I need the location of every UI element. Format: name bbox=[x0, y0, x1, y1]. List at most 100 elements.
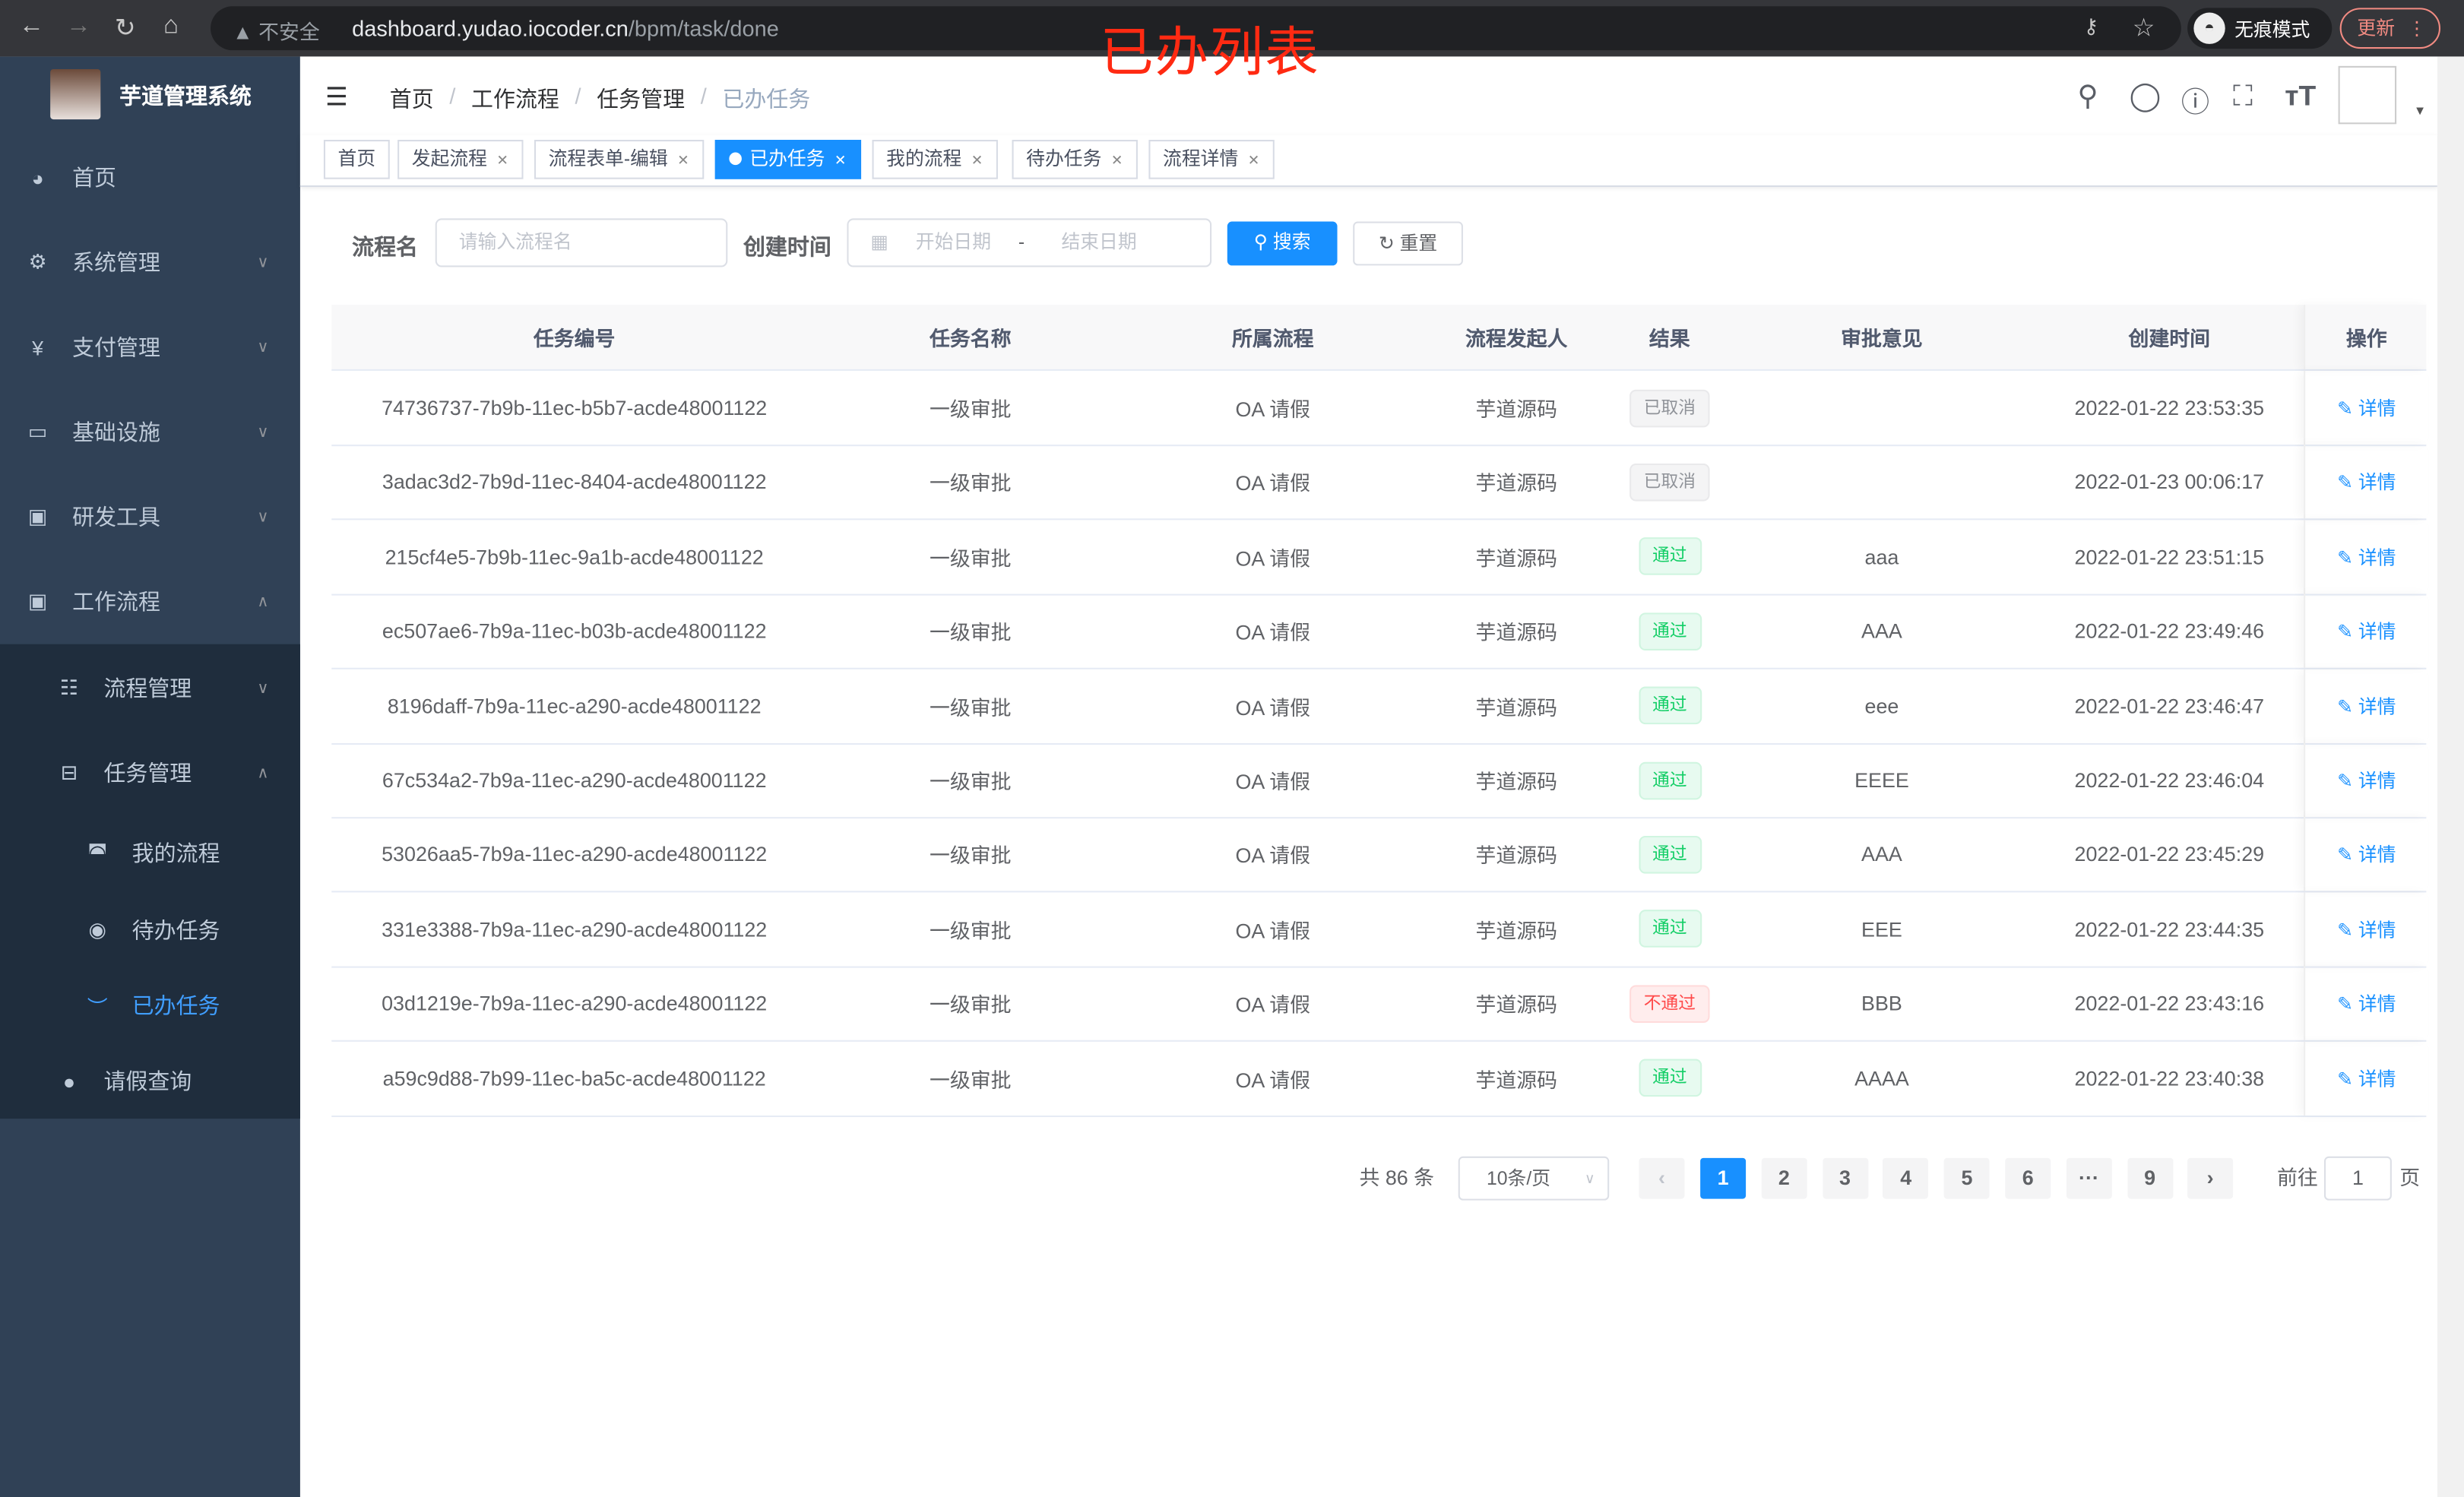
page-size-select[interactable]: 10条/页 ∨ bbox=[1458, 1156, 1610, 1201]
url-text[interactable]: dashboard.yudao.iocoder.cn/bpm/task/done bbox=[352, 16, 779, 41]
sidebar-item-label: 待办任务 bbox=[131, 917, 220, 943]
detail-link[interactable]: ✎ 详情 bbox=[2337, 618, 2396, 644]
sidebar-item-label: 基础设施 bbox=[72, 419, 160, 445]
process-name-input[interactable]: 请输入流程名 bbox=[435, 218, 728, 267]
star-icon[interactable]: ☆ bbox=[2132, 15, 2155, 43]
tag-tab[interactable]: 流程表单-编辑 ✕ bbox=[534, 140, 704, 179]
page-button[interactable]: 6 bbox=[2005, 1157, 2051, 1199]
prev-page-button[interactable]: ‹ bbox=[1639, 1157, 1685, 1199]
tag-label: 流程详情 bbox=[1163, 147, 1239, 170]
starter-cell: 芋道源码 bbox=[1475, 546, 1557, 571]
incognito-button[interactable]: ◓ 无痕模式 bbox=[2187, 8, 2333, 49]
update-button[interactable]: 更新 ⋮ bbox=[2339, 8, 2440, 49]
fullscreen-icon[interactable]: ⛶ bbox=[2233, 80, 2253, 112]
tag-tab[interactable]: 流程详情 ✕ bbox=[1148, 140, 1274, 179]
date-range-picker[interactable]: ▦ 开始日期 - 结束日期 bbox=[847, 218, 1212, 267]
close-icon[interactable]: ✕ bbox=[971, 152, 983, 169]
table-row: 3adac3d2-7b9d-11ec-8404-acde48001122 一级审批… bbox=[331, 445, 2427, 521]
result-badge: 不通过 bbox=[1629, 984, 1710, 1023]
page-button[interactable]: 3 bbox=[1822, 1157, 1868, 1199]
tag-tab[interactable]: 待办任务 ✕ bbox=[1012, 140, 1138, 179]
detail-link[interactable]: ✎ 详情 bbox=[2337, 1065, 2396, 1091]
sidebar-item[interactable]: ◉ 待办任务 bbox=[0, 891, 300, 969]
home-icon[interactable]: ⌂ bbox=[163, 12, 179, 40]
tag-tab[interactable]: 已办任务 ✕ bbox=[714, 140, 861, 179]
sidebar-item[interactable]: ▣ 工作流程 ∧ bbox=[0, 562, 300, 641]
sidebar-item[interactable]: ⚙ 系统管理 ∨ bbox=[0, 223, 300, 302]
goto-page-input[interactable]: 1 bbox=[2323, 1156, 2392, 1201]
detail-link[interactable]: ✎ 详情 bbox=[2337, 841, 2396, 868]
active-dot-icon bbox=[729, 152, 742, 166]
tag-tab[interactable]: 首页 bbox=[323, 140, 390, 179]
sidebar-item[interactable]: ● 请假查询 bbox=[0, 1042, 300, 1120]
sidebar-item[interactable]: ◕ 首页 bbox=[0, 138, 300, 217]
page-button[interactable]: ··· bbox=[2066, 1157, 2112, 1199]
avatar[interactable] bbox=[2338, 65, 2397, 125]
search-icon[interactable]: ⚲ bbox=[2077, 80, 2098, 112]
yen-icon: ¥ bbox=[32, 335, 44, 359]
sidebar-item-label: 系统管理 bbox=[72, 249, 160, 275]
result-badge: 已取消 bbox=[1629, 463, 1710, 502]
insecure-indicator[interactable]: ▲ 不安全 bbox=[233, 20, 320, 44]
sidebar-item[interactable]: ▣ 研发工具 ∨ bbox=[0, 478, 300, 556]
help-icon[interactable]: ⓘ bbox=[2181, 86, 2210, 119]
sidebar-item[interactable]: ▭ 基础设施 ∨ bbox=[0, 393, 300, 471]
result-badge: 通过 bbox=[1638, 1059, 1702, 1097]
name-cell: 一级审批 bbox=[929, 546, 1012, 571]
close-icon[interactable]: ✕ bbox=[496, 152, 508, 169]
column-header: 任务名称 bbox=[929, 327, 1012, 351]
result-cell: 通过 bbox=[1610, 520, 1728, 593]
hamburger-icon[interactable]: ☰ bbox=[325, 84, 348, 112]
tag-tab[interactable]: 发起流程 ✕ bbox=[397, 140, 523, 179]
table-row: 215cf4e5-7b9b-11ec-9a1b-acde48001122 一级审批… bbox=[331, 519, 2427, 596]
next-page-button[interactable]: › bbox=[2187, 1157, 2234, 1199]
close-icon[interactable]: ✕ bbox=[1110, 152, 1123, 169]
comment-cell: AAA bbox=[1861, 619, 1902, 644]
detail-link[interactable]: ✎ 详情 bbox=[2337, 692, 2396, 719]
detail-link[interactable]: ✎ 详情 bbox=[2337, 767, 2396, 793]
detail-link[interactable]: ✎ 详情 bbox=[2337, 394, 2396, 421]
close-icon[interactable]: ✕ bbox=[1247, 152, 1260, 169]
detail-link[interactable]: ✎ 详情 bbox=[2337, 543, 2396, 570]
address-bar[interactable] bbox=[211, 6, 2181, 51]
sidebar-item[interactable]: ¥ 支付管理 ∨ bbox=[0, 308, 300, 386]
back-icon[interactable]: ← bbox=[18, 12, 44, 40]
name-cell: 一级审批 bbox=[929, 770, 1012, 794]
page-button[interactable]: 5 bbox=[1944, 1157, 1990, 1199]
search-button[interactable]: ⚲ 搜索 bbox=[1227, 221, 1338, 266]
goto-value: 1 bbox=[2352, 1166, 2364, 1190]
edit-icon: ✎ bbox=[2337, 546, 2353, 569]
font-size-icon[interactable]: тT bbox=[2285, 80, 2317, 112]
sidebar-item-label: 我的流程 bbox=[131, 840, 220, 866]
breadcrumb-item: 任务管理 bbox=[597, 86, 686, 112]
sidebar-item[interactable]: ⊟ 任务管理 ∧ bbox=[0, 734, 300, 812]
starter-cell: 芋道源码 bbox=[1475, 472, 1557, 496]
sidebar-item[interactable]: ︶ 已办任务 bbox=[0, 967, 300, 1045]
page-button[interactable]: 4 bbox=[1883, 1157, 1929, 1199]
process-cell: OA 请假 bbox=[1235, 919, 1311, 943]
reload-icon[interactable]: ↻ bbox=[114, 15, 136, 43]
comment-cell bbox=[1728, 445, 2035, 519]
page-button[interactable]: 1 bbox=[1700, 1157, 1747, 1199]
detail-link[interactable]: ✎ 详情 bbox=[2337, 916, 2396, 942]
reset-button[interactable]: ↻ 重置 bbox=[1353, 221, 1463, 266]
edit-icon: ✎ bbox=[2337, 770, 2353, 793]
page-button[interactable]: 2 bbox=[1761, 1157, 1807, 1199]
github-icon[interactable]: ◯ bbox=[2129, 80, 2162, 112]
breadcrumb-item[interactable]: 首页 bbox=[389, 86, 434, 112]
close-icon[interactable]: ✕ bbox=[834, 152, 847, 169]
comment-cell: aaa bbox=[1864, 545, 1899, 569]
caret-down-icon[interactable]: ▼ bbox=[2413, 103, 2427, 119]
close-icon[interactable]: ✕ bbox=[677, 152, 689, 169]
forward-icon[interactable]: → bbox=[65, 12, 91, 40]
sidebar-item-label: 支付管理 bbox=[72, 334, 160, 360]
tag-tab[interactable]: 我的流程 ✕ bbox=[872, 140, 998, 179]
scrollbar[interactable] bbox=[2437, 56, 2464, 1497]
page-button[interactable]: 9 bbox=[2127, 1157, 2173, 1199]
sidebar-item[interactable]: ☷ 流程管理 ∨ bbox=[0, 649, 300, 727]
detail-link[interactable]: ✎ 详情 bbox=[2337, 469, 2396, 495]
detail-link[interactable]: ✎ 详情 bbox=[2337, 990, 2396, 1017]
sidebar-item[interactable]: ◚ 我的流程 bbox=[0, 814, 300, 892]
result-badge: 通过 bbox=[1638, 761, 1702, 799]
key-icon[interactable]: ⚷ bbox=[2083, 14, 2099, 38]
